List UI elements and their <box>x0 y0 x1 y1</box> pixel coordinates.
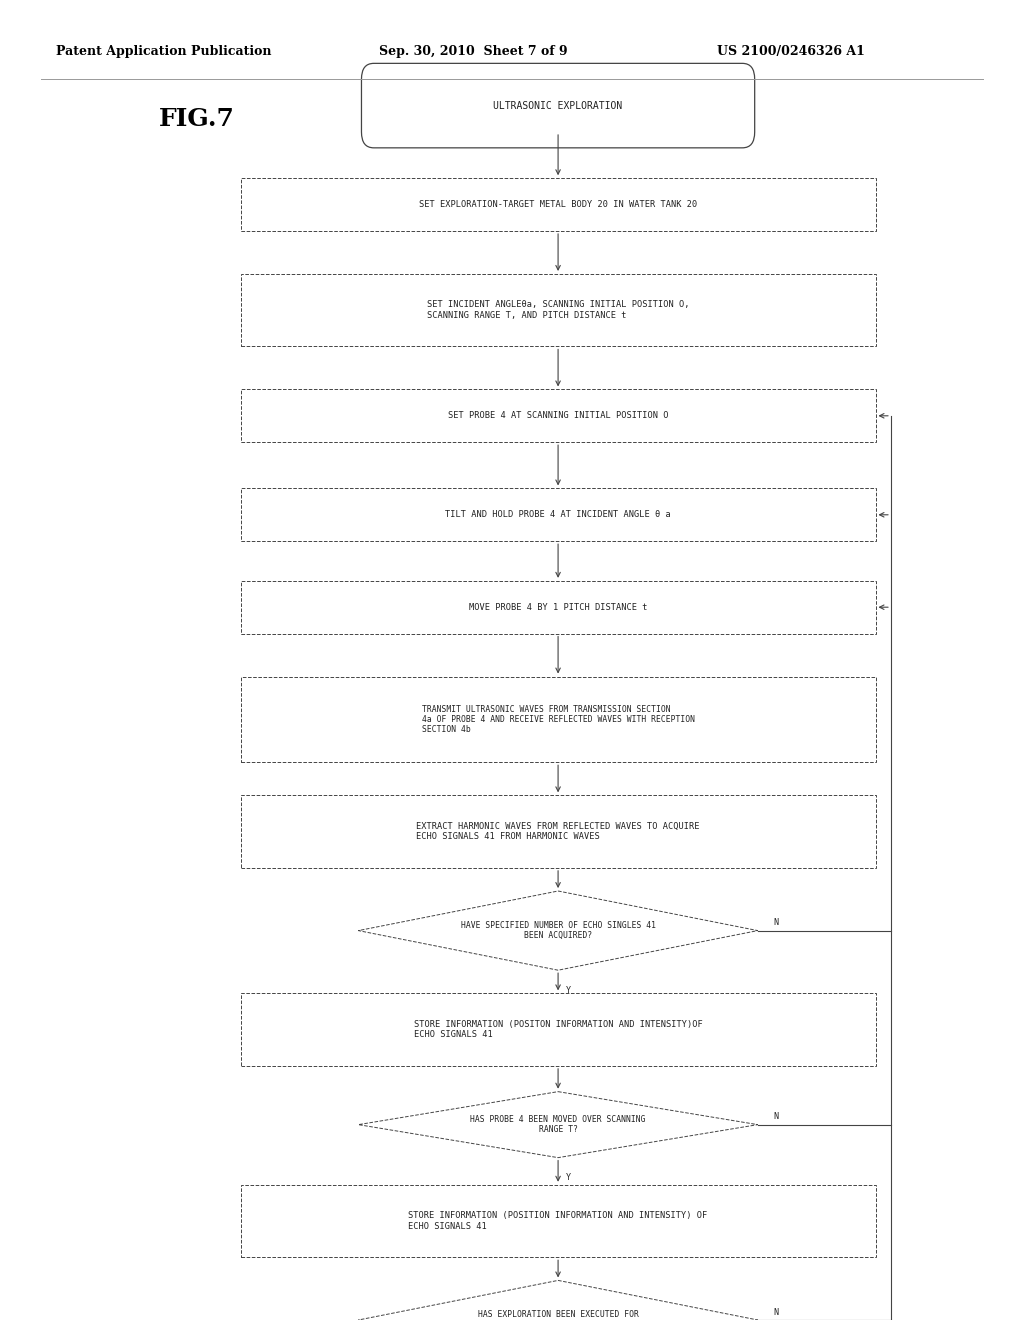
Text: N: N <box>773 1113 778 1121</box>
Polygon shape <box>358 891 758 970</box>
Text: N: N <box>773 919 778 927</box>
Text: ULTRASONIC EXPLORATION: ULTRASONIC EXPLORATION <box>494 100 623 111</box>
Polygon shape <box>358 1280 758 1320</box>
Text: SET INCIDENT ANGLEθa, SCANNING INITIAL POSITION O,
SCANNING RANGE T, AND PITCH D: SET INCIDENT ANGLEθa, SCANNING INITIAL P… <box>427 301 689 319</box>
FancyBboxPatch shape <box>361 63 755 148</box>
Text: US 2100/0246326 A1: US 2100/0246326 A1 <box>717 45 864 58</box>
Text: HAVE SPECIFIED NUMBER OF ECHO SINGLES 41
BEEN ACQUIRED?: HAVE SPECIFIED NUMBER OF ECHO SINGLES 41… <box>461 921 655 940</box>
Text: N: N <box>773 1308 778 1316</box>
FancyBboxPatch shape <box>241 795 876 869</box>
Text: HAS EXPLORATION BEEN EXECUTED FOR
SPECIFIED NUMBER OF INCIDENT ANGLES θ a ?: HAS EXPLORATION BEEN EXECUTED FOR SPECIF… <box>458 1311 658 1320</box>
Text: Y: Y <box>566 1173 570 1183</box>
FancyBboxPatch shape <box>241 389 876 442</box>
Text: SET EXPLORATION-TARGET METAL BODY 20 IN WATER TANK 20: SET EXPLORATION-TARGET METAL BODY 20 IN … <box>419 201 697 209</box>
FancyBboxPatch shape <box>241 1185 876 1257</box>
FancyBboxPatch shape <box>241 676 876 763</box>
Text: MOVE PROBE 4 BY 1 PITCH DISTANCE t: MOVE PROBE 4 BY 1 PITCH DISTANCE t <box>469 603 647 611</box>
FancyBboxPatch shape <box>241 488 876 541</box>
FancyBboxPatch shape <box>241 273 876 346</box>
Text: STORE INFORMATION (POSITON INFORMATION AND INTENSITY)OF
ECHO SIGNALS 41: STORE INFORMATION (POSITON INFORMATION A… <box>414 1020 702 1039</box>
Text: HAS PROBE 4 BEEN MOVED OVER SCANNING
RANGE T?: HAS PROBE 4 BEEN MOVED OVER SCANNING RAN… <box>470 1115 646 1134</box>
Text: SET PROBE 4 AT SCANNING INITIAL POSITION O: SET PROBE 4 AT SCANNING INITIAL POSITION… <box>447 412 669 420</box>
Text: EXTRACT HARMONIC WAVES FROM REFLECTED WAVES TO ACQUIRE
ECHO SIGNALS 41 FROM HARM: EXTRACT HARMONIC WAVES FROM REFLECTED WA… <box>417 822 699 841</box>
Text: Patent Application Publication: Patent Application Publication <box>56 45 271 58</box>
FancyBboxPatch shape <box>241 581 876 634</box>
FancyBboxPatch shape <box>241 178 876 231</box>
Polygon shape <box>358 1092 758 1158</box>
FancyBboxPatch shape <box>241 993 876 1067</box>
Text: FIG.7: FIG.7 <box>159 107 234 131</box>
Text: Sep. 30, 2010  Sheet 7 of 9: Sep. 30, 2010 Sheet 7 of 9 <box>379 45 567 58</box>
Text: TRANSMIT ULTRASONIC WAVES FROM TRANSMISSION SECTION
4a OF PROBE 4 AND RECEIVE RE: TRANSMIT ULTRASONIC WAVES FROM TRANSMISS… <box>422 705 694 734</box>
Text: TILT AND HOLD PROBE 4 AT INCIDENT ANGLE θ a: TILT AND HOLD PROBE 4 AT INCIDENT ANGLE … <box>445 511 671 519</box>
Text: Y: Y <box>566 986 570 995</box>
Text: STORE INFORMATION (POSITION INFORMATION AND INTENSITY) OF
ECHO SIGNALS 41: STORE INFORMATION (POSITION INFORMATION … <box>409 1212 708 1230</box>
